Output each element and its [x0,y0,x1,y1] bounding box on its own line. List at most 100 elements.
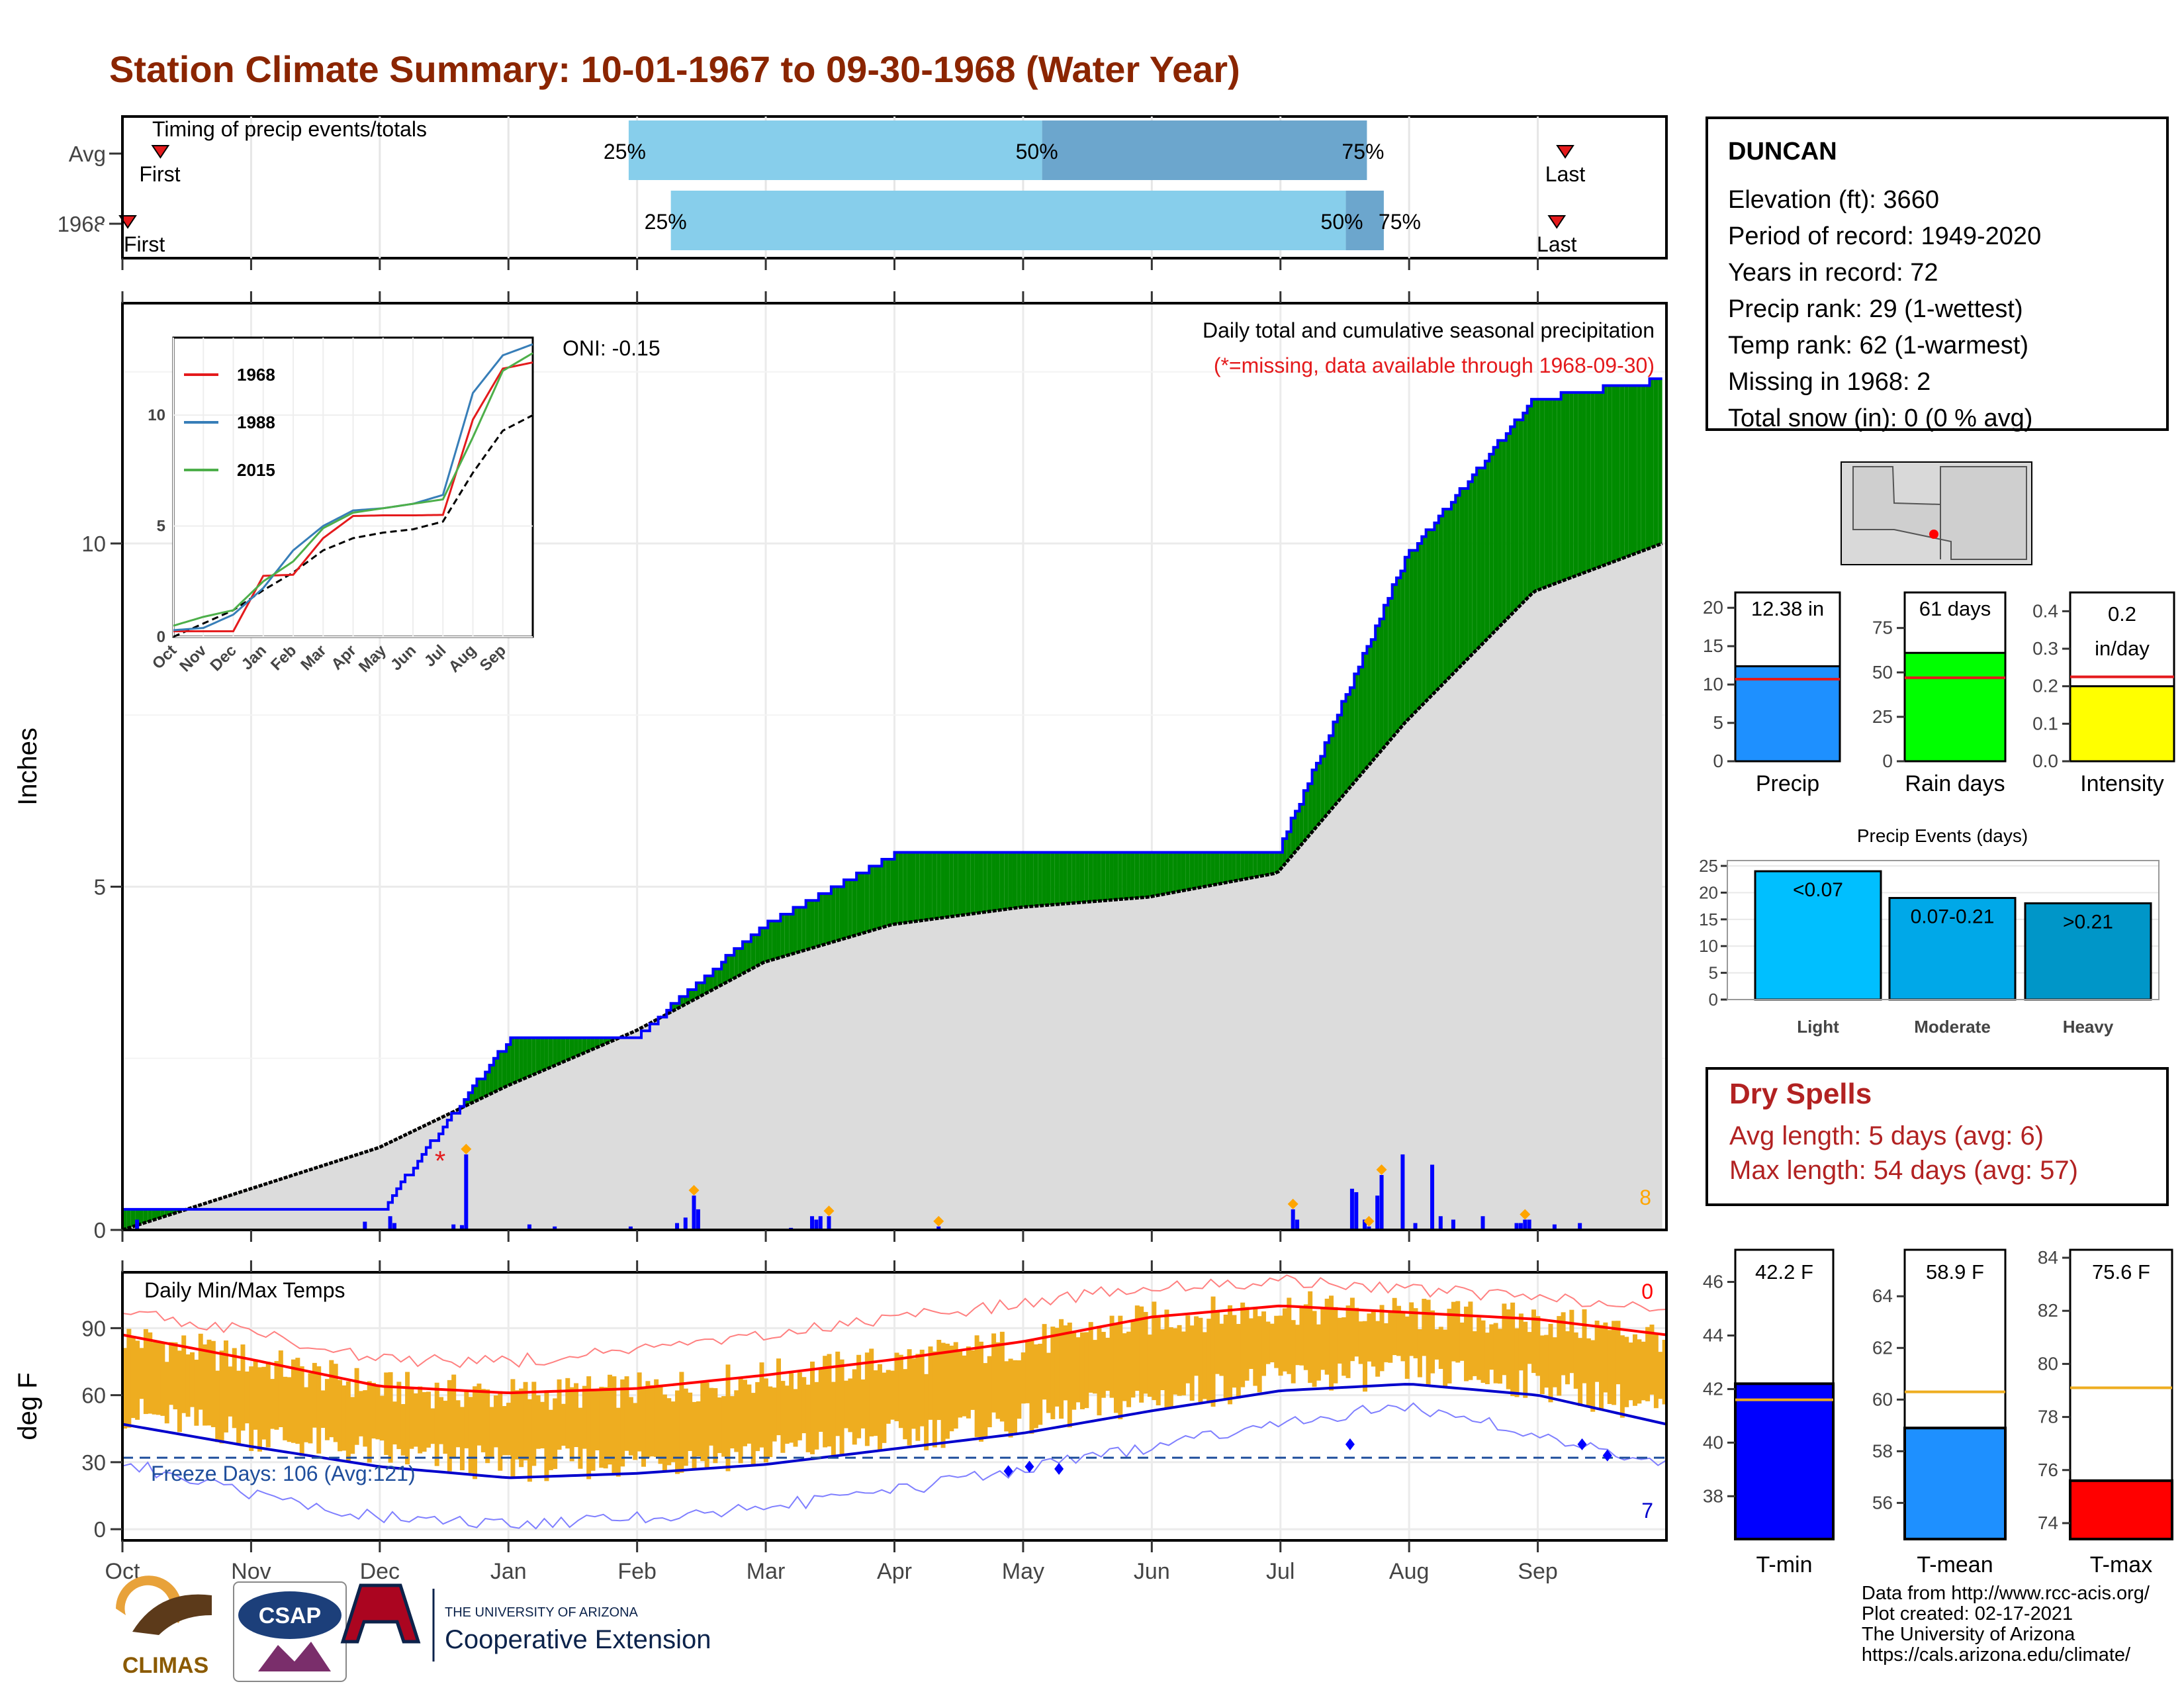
extreme-event-marker [1520,1209,1531,1220]
event-bar-value: >0.21 [2063,912,2113,933]
daily-temp-bar [160,1342,165,1416]
daily-temp-bar [818,1369,823,1432]
daily-temp-bar [780,1381,786,1453]
daily-precip-bar [464,1154,469,1230]
temp-summary-bars: 38 40 42 44 46 42.2 F T-min 56 58 60 62 64 58.9 F T-m… [1703,1247,2173,1577]
surplus-area [1008,852,1013,910]
surplus-area [1590,392,1595,571]
temp-bar-tick-label: 44 [1703,1325,1723,1345]
daily-temp-bar [991,1333,997,1413]
surplus-area [763,927,768,962]
temp-bar-tick-label: 38 [1703,1485,1723,1506]
daily-temp-bar [169,1342,174,1405]
timing-bar-q1 [628,120,1042,180]
daily-temp-bar [1004,1361,1009,1432]
daily-temp-bar [308,1373,313,1444]
surplus-area [894,852,899,925]
surplus-area [1422,536,1426,706]
daily-temp-bar [324,1379,330,1440]
daily-temp-bar [1455,1301,1461,1363]
daily-temp-bar [1059,1319,1064,1419]
daily-temp-bar [759,1362,764,1448]
surplus-area [962,852,966,915]
event-bar [1888,897,2017,1001]
daily-temp-bar [181,1335,187,1413]
surplus-area [506,1045,511,1086]
daily-temp-bar [1354,1307,1359,1357]
daily-temp-bar [447,1380,452,1472]
footer-line: Data from http://www.rcc-acis.org/ [1861,1583,2150,1604]
daily-precip-bar [1367,1226,1371,1230]
surplus-area [823,893,827,945]
surplus-area [1578,392,1582,575]
daily-temp-bar [1392,1297,1397,1356]
mini-bar-tick-label: 10 [1703,674,1723,694]
daily-temp-bar [1375,1321,1381,1377]
info-line: Period of record: 1949-2020 [1728,222,2042,250]
climas-logo-mark [132,1594,212,1635]
record-max-line [122,1274,1667,1368]
daily-temp-bar [422,1391,427,1452]
daily-temp-bar [455,1400,461,1448]
surplus-area [936,852,941,919]
daily-temp-bar [1637,1339,1642,1404]
info-line: Missing in 1968: 2 [1728,368,1931,396]
daily-temp-bar [540,1401,545,1448]
surplus-area [1633,385,1637,555]
surplus-area [1033,852,1038,907]
daily-temp-bar [1619,1335,1625,1418]
daily-temp-bar [1358,1321,1363,1364]
daily-temp-bar [717,1397,722,1454]
daily-temp-bar [506,1403,512,1456]
daily-temp-bar [823,1356,828,1448]
daily-temp-bar [919,1349,925,1427]
ytick-label: 60 [81,1383,106,1408]
cold-days-count: 7 [1641,1499,1653,1523]
surplus-area [1569,392,1574,579]
daily-precip-bar [1451,1219,1455,1230]
surplus-area [949,852,954,917]
daily-temp-bar [1506,1309,1511,1389]
climas-logo-text: CLIMAS [122,1653,208,1678]
daily-temp-bar [1282,1308,1287,1372]
daily-temp-bar [1472,1331,1477,1376]
daily-temp-bar [768,1386,773,1458]
surplus-area [911,852,916,922]
temp-bar-tick-label: 84 [2038,1247,2058,1268]
surplus-area [1582,392,1586,574]
daily-temp-bar [1333,1307,1338,1383]
daily-temp-bar [1434,1329,1439,1360]
daily-temp-bar [1320,1307,1326,1370]
surplus-area [944,852,950,917]
daily-temp-bar [240,1344,246,1431]
surplus-area [932,852,937,919]
extreme-event-marker [933,1215,944,1227]
surplus-area [1021,852,1026,908]
mini-bar-tick-label: 15 [1703,635,1723,656]
surplus-area [1147,852,1152,898]
surplus-area [1084,852,1089,902]
daily-temp-bar [1122,1333,1127,1401]
daily-precip-bar [392,1223,396,1230]
surplus-area [1531,399,1536,594]
surplus-area [1223,852,1228,883]
daily-temp-bar [265,1362,271,1448]
ytick-label: 5 [94,874,106,899]
month-label: May [1002,1559,1044,1584]
surplus-area [1480,467,1485,646]
surplus-area [1388,598,1392,743]
surplus-area [1489,454,1494,637]
daily-temp-bar [510,1379,516,1478]
surplus-area [1426,530,1431,702]
surplus-area [692,990,696,1001]
temp-panel-label: Daily Min/Max Temps [144,1278,345,1302]
daily-temp-bar [970,1350,976,1410]
daily-temp-bar [1088,1322,1093,1393]
daily-temp-bar [569,1387,574,1462]
surplus-area [1409,550,1414,719]
daily-temp-bar [662,1394,667,1473]
daily-temp-bar [544,1390,549,1481]
daily-temp-bar [341,1385,347,1451]
daily-temp-bar [670,1401,676,1462]
